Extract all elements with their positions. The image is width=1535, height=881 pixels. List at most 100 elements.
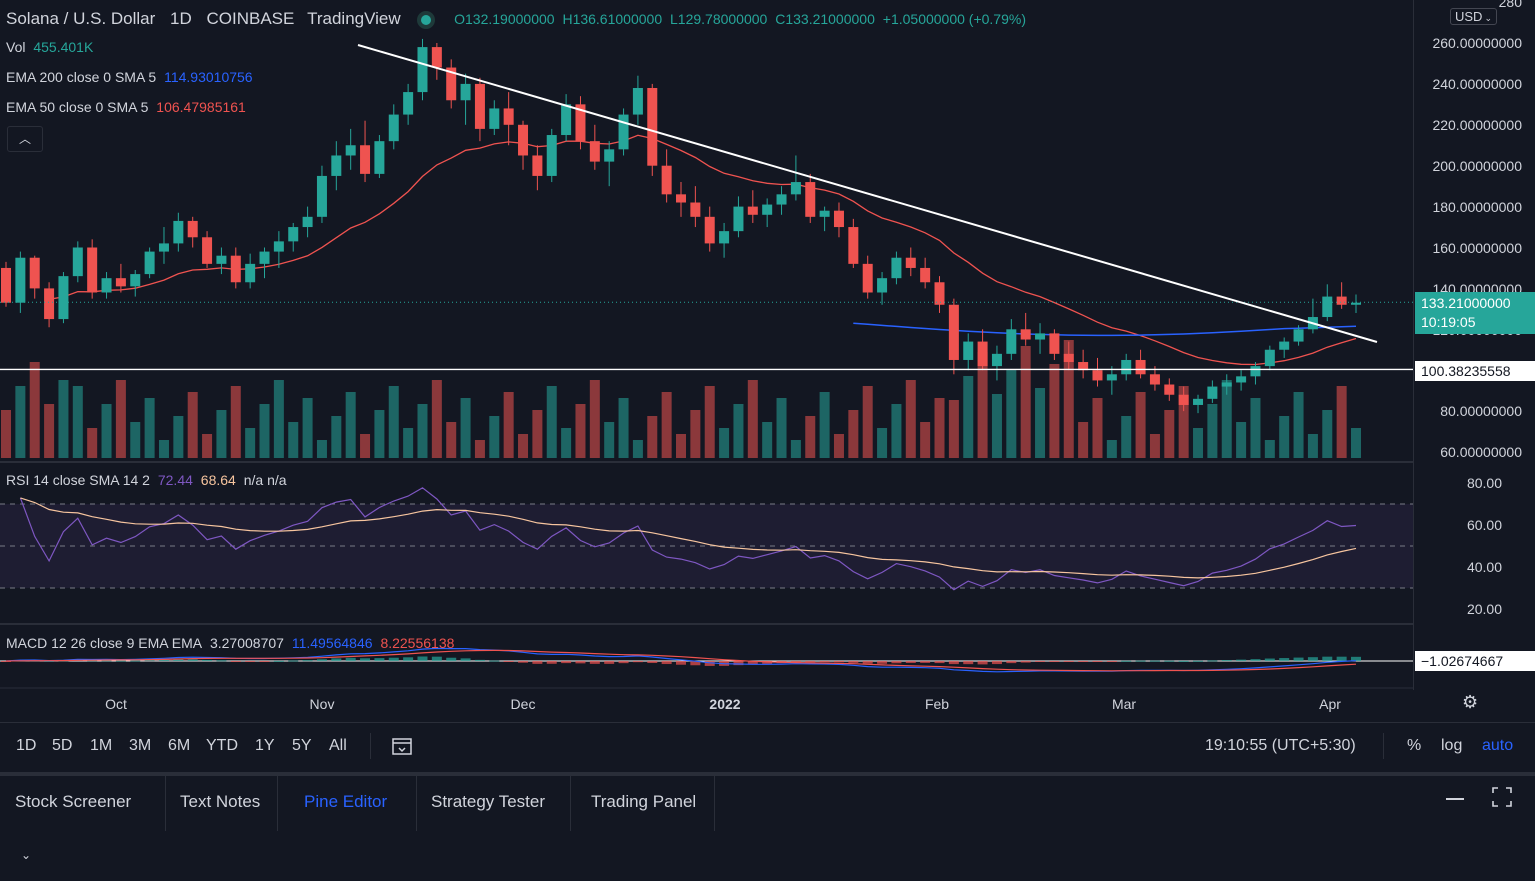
candle-body — [1351, 302, 1361, 305]
candle-body — [72, 247, 83, 277]
ohlc-low: L129.78000000 — [670, 11, 768, 27]
macd-histogram-bar — [1322, 656, 1333, 661]
volume-bar — [1035, 388, 1046, 458]
ohlc-change: +1.05000000 (+0.79%) — [882, 11, 1026, 27]
candle-body — [1020, 329, 1031, 340]
symbol-header[interactable]: Solana / U.S. Dollar 1D COINBASE Trading… — [6, 9, 1034, 29]
price-axis[interactable]: USD ⌄ 280 260.00000000 240.00000000 220.0000… — [1413, 0, 1535, 712]
candle-body — [1236, 376, 1247, 383]
candle-body — [719, 231, 730, 244]
macd-histogram-value: 3.27008707 — [209, 635, 284, 651]
range-button-1m[interactable]: 1M — [90, 737, 113, 754]
range-button-5d[interactable]: 5D — [52, 737, 73, 754]
ema50-label: EMA 50 close 0 SMA 5 — [6, 99, 149, 115]
tab-pine-editor[interactable]: Pine Editor — [289, 776, 417, 831]
macd-histogram-bar — [302, 660, 313, 662]
symbol-name[interactable]: Solana / U.S. Dollar — [6, 9, 156, 28]
rsi-legend[interactable]: RSI 14 close SMA 14 2 72.44 68.64 n/a n/… — [6, 472, 291, 488]
range-button-3m[interactable]: 3M — [129, 737, 152, 754]
clock[interactable]: 19:10:55 (UTC+5:30) — [1205, 737, 1356, 754]
volume-bar — [360, 434, 371, 458]
volume-bar — [245, 428, 256, 458]
volume-bar — [963, 376, 974, 458]
rsi-sma-value: 68.64 — [200, 472, 236, 488]
range-button-1y[interactable]: 1Y — [255, 737, 275, 754]
price-tick-label: 260.00000000 — [1432, 35, 1522, 51]
range-button-1d[interactable]: 1D — [16, 737, 37, 754]
price-tick-label: 220.00000000 — [1432, 117, 1522, 133]
time-tick-label: Oct — [105, 696, 127, 712]
candle-body — [604, 149, 615, 162]
volume-bar — [1264, 440, 1275, 458]
volume-bar — [1121, 416, 1132, 458]
candle-body — [331, 155, 342, 176]
tab-stock-screener[interactable]: Stock Screener ⌄ — [0, 776, 166, 862]
candle-body — [216, 255, 227, 264]
ema200-legend[interactable]: EMA 200 close 0 SMA 5 114.93010756 — [6, 69, 257, 85]
percent-scale-button[interactable]: % — [1407, 737, 1422, 754]
volume-bar — [302, 398, 313, 458]
time-tick-label: Nov — [309, 696, 335, 712]
candle-body — [905, 257, 916, 268]
macd-histogram-bar — [1293, 657, 1304, 661]
minimize-icon[interactable] — [1446, 798, 1464, 800]
volume-bar — [489, 416, 500, 458]
candle-body — [87, 247, 98, 293]
macd-histogram-bar — [747, 661, 758, 665]
collapse-legend-button[interactable]: ︿ — [7, 126, 43, 152]
ohlc-open: O132.19000000 — [454, 11, 555, 27]
volume-bar — [905, 380, 916, 458]
ema50-legend[interactable]: EMA 50 close 0 SMA 5 106.47985161 — [6, 99, 250, 115]
macd-histogram-bar — [1121, 660, 1132, 662]
range-button-all[interactable]: All — [329, 737, 347, 754]
rsi-tick-label: 40.00 — [1466, 559, 1502, 575]
candle-body — [632, 87, 643, 115]
price-tick-label: 280 — [1498, 0, 1522, 10]
rsi-sma-line — [20, 497, 1357, 579]
candle-body — [1207, 386, 1218, 399]
candle-body — [374, 141, 385, 174]
tab-text-notes[interactable]: Text Notes — [165, 776, 278, 831]
volume-bar — [1078, 422, 1089, 458]
candle-body — [991, 353, 1002, 367]
macd-histogram-bar — [245, 661, 256, 662]
candle-body — [805, 182, 816, 217]
macd-histogram-bar — [920, 661, 931, 663]
currency-selector[interactable]: USD ⌄ — [1450, 8, 1497, 25]
interval[interactable]: 1D — [170, 9, 192, 28]
volume-bar — [144, 398, 155, 458]
volume-bar — [848, 410, 859, 458]
macd-histogram-bar — [546, 661, 557, 664]
macd-histogram-bar — [905, 661, 916, 663]
macd-histogram-bar — [1149, 660, 1160, 662]
candle-body — [29, 257, 40, 289]
auto-scale-button[interactable]: auto — [1482, 737, 1514, 754]
volume-bar — [518, 434, 529, 458]
volume-bar — [948, 400, 959, 458]
volume-bar — [1149, 434, 1160, 458]
range-button-6m[interactable]: 6M — [168, 737, 191, 754]
chart-canvas[interactable] — [0, 0, 1413, 690]
chart-area[interactable] — [0, 0, 1413, 690]
maximize-icon[interactable] — [1491, 786, 1513, 813]
macd-histogram-bar — [790, 661, 801, 663]
log-scale-button[interactable]: log — [1441, 737, 1463, 754]
volume-bar — [833, 434, 844, 458]
range-button-ytd[interactable]: YTD — [206, 737, 238, 754]
settings-gear-icon[interactable]: ⚙ — [1462, 692, 1479, 712]
volume-bar — [87, 428, 98, 458]
tab-trading-panel[interactable]: Trading Panel — [576, 776, 715, 831]
volume-bar — [719, 428, 730, 458]
volume-legend[interactable]: Vol 455.401K — [6, 39, 97, 55]
macd-legend[interactable]: MACD 12 26 close 9 EMA EMA 3.27008707 11… — [6, 635, 458, 651]
candle-body — [676, 194, 686, 203]
macd-histogram-bar — [604, 661, 615, 664]
volume-bar — [202, 434, 213, 458]
date-range-calendar-icon[interactable] — [391, 736, 413, 761]
candle-body — [963, 341, 974, 360]
tab-strategy-tester[interactable]: Strategy Tester — [416, 776, 571, 831]
macd-histogram-bar — [101, 660, 112, 662]
ema50-value: 106.47985161 — [156, 99, 246, 115]
range-button-5y[interactable]: 5Y — [292, 737, 312, 754]
time-tick-label: Feb — [924, 696, 950, 712]
